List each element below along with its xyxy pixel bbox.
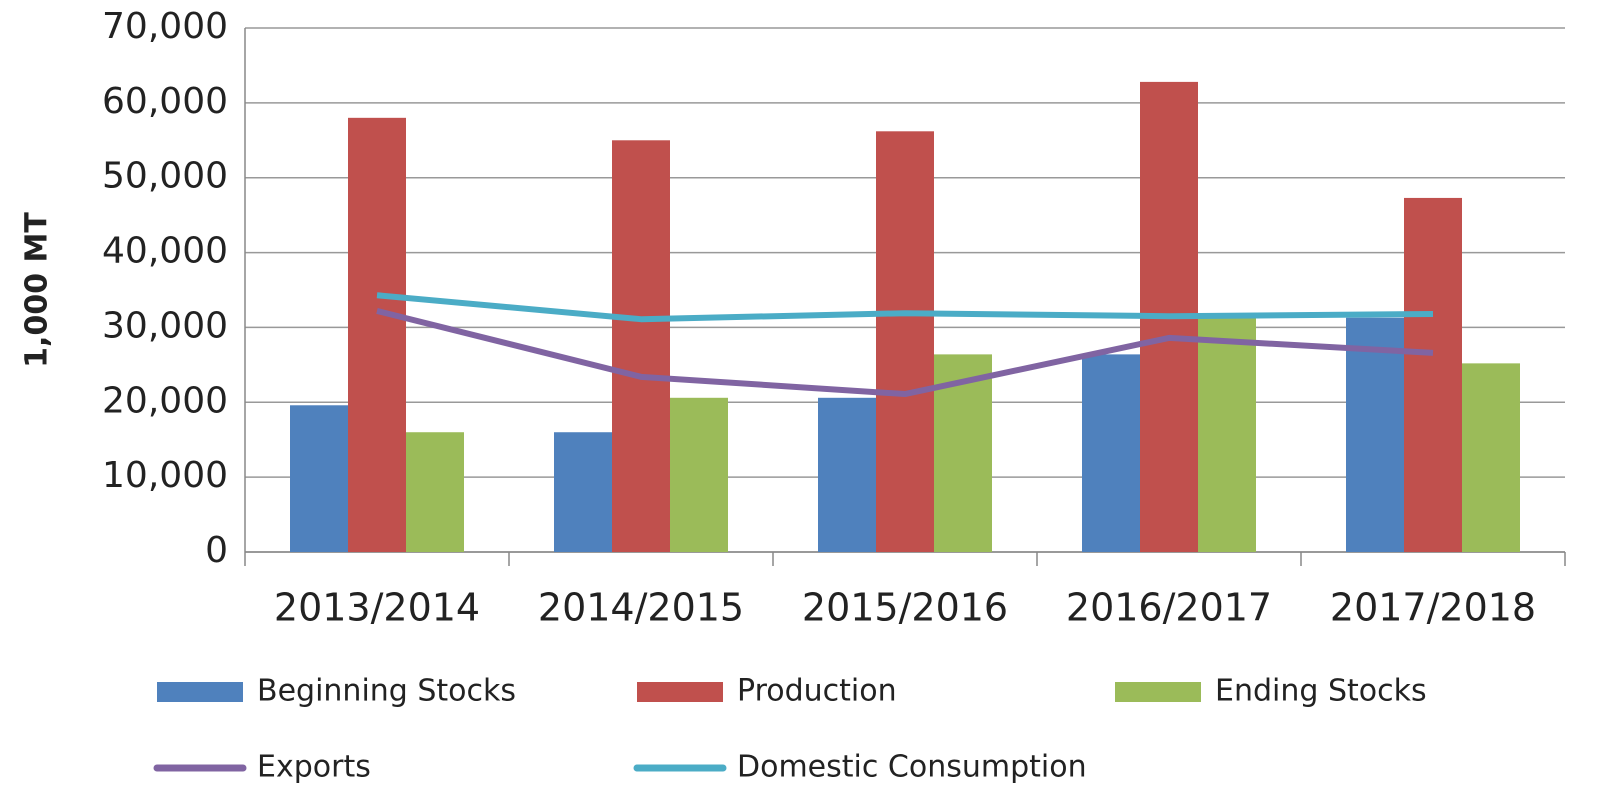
legend-label: Ending Stocks bbox=[1215, 674, 1427, 709]
y-tick-label: 10,000 bbox=[102, 455, 228, 496]
x-tick-label: 2014/2015 bbox=[538, 586, 744, 630]
bar bbox=[818, 397, 876, 552]
legend-label: Production bbox=[737, 674, 897, 709]
legend-label: Beginning Stocks bbox=[257, 674, 516, 709]
x-tick-label: 2015/2016 bbox=[802, 586, 1008, 630]
y-tick-label: 20,000 bbox=[102, 380, 228, 421]
bar bbox=[1198, 317, 1256, 552]
y-tick-label: 40,000 bbox=[102, 231, 228, 272]
bar bbox=[1346, 317, 1404, 552]
bar bbox=[290, 405, 348, 552]
legend-label: Exports bbox=[257, 750, 371, 785]
x-tick-label: 2017/2018 bbox=[1330, 586, 1536, 630]
legend-swatch bbox=[157, 682, 243, 702]
bar bbox=[876, 131, 934, 552]
x-tick-label: 2016/2017 bbox=[1066, 586, 1272, 630]
legend-swatch bbox=[1115, 682, 1201, 702]
line-series bbox=[376, 308, 1434, 398]
bar bbox=[348, 117, 406, 552]
y-tick-label: 70,000 bbox=[102, 6, 228, 47]
y-tick-label: 50,000 bbox=[102, 156, 228, 197]
bar bbox=[612, 140, 670, 553]
y-tick-label: 0 bbox=[205, 530, 228, 571]
bar bbox=[670, 397, 728, 552]
bar bbox=[406, 432, 464, 552]
bar bbox=[554, 432, 612, 552]
bar bbox=[1082, 354, 1140, 552]
legend-label: Domestic Consumption bbox=[737, 750, 1087, 785]
y-tick-label: 60,000 bbox=[102, 81, 228, 122]
y-tick-label: 30,000 bbox=[102, 305, 228, 346]
legend-swatch bbox=[637, 682, 723, 702]
x-tick-label: 2013/2014 bbox=[274, 586, 480, 630]
bar bbox=[1404, 197, 1462, 552]
y-axis-label: 1,000 MT bbox=[20, 212, 55, 368]
bar bbox=[1462, 363, 1520, 552]
line-series bbox=[376, 292, 1434, 323]
